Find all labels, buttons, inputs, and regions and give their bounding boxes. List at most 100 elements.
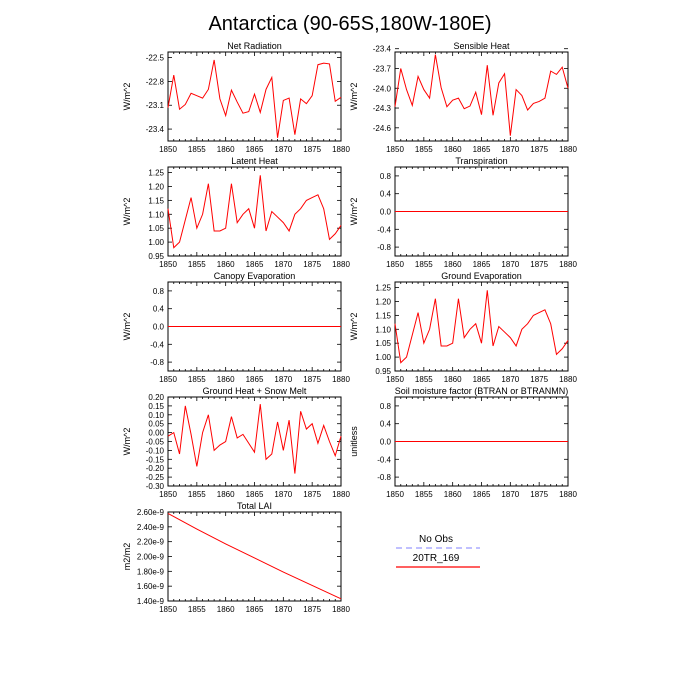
y-tick-label: -0.15 [146,455,165,464]
x-tick-label: 1880 [559,490,577,499]
x-tick-label: 1870 [501,490,519,499]
panel-title: Latent Heat [231,156,278,166]
y-tick-label: 1.00 [375,353,391,362]
x-tick-label: 1855 [415,145,433,154]
y-tick-label: 0.4 [380,420,392,429]
x-tick-label: 1850 [386,490,404,499]
series-line [167,513,342,600]
y-tick-label: -23.7 [373,64,392,73]
x-tick-label: 1860 [217,375,235,384]
x-tick-label: 1855 [188,145,206,154]
y-tick-label: 1.15 [148,196,164,205]
y-tick-label: 0.4 [153,305,165,314]
y-tick-label: 1.40e-9 [137,597,165,606]
x-tick-label: 1880 [332,145,350,154]
x-tick-label: 1850 [386,145,404,154]
series-line [167,59,342,138]
panel-title: Ground Heat + Snow Melt [203,386,307,396]
legend: No Obs 20TR_169 [396,534,480,568]
x-tick-label: 1865 [246,375,264,384]
y-tick-label: -0.05 [146,438,165,447]
plot-frame [167,511,342,602]
x-tick-label: 1850 [159,375,177,384]
y-tick-label: -0.8 [377,243,391,252]
x-tick-label: 1855 [415,490,433,499]
y-tick-label: 0.8 [380,172,392,181]
y-tick-label: 1.20 [148,182,164,191]
x-tick-label: 1880 [559,145,577,154]
panel-title: Sensible Heat [453,41,510,51]
y-axis-label: m2/m2 [122,543,132,571]
panel-title: Transpiration [455,156,507,166]
y-tick-label: 0.0 [153,323,165,332]
y-tick-label: 0.0 [380,438,392,447]
plot-frame [394,51,569,142]
y-tick-label: 0.05 [148,420,164,429]
legend-label-20tr-169: 20TR_169 [413,553,460,564]
x-tick-label: 1875 [303,260,321,269]
figure-title: Antarctica (90-65S,180W-180E) [208,13,491,35]
x-tick-label: 1870 [274,145,292,154]
x-tick-label: 1870 [274,375,292,384]
y-tick-label: -24.3 [373,104,392,113]
legend-label-no-obs: No Obs [419,534,453,545]
x-tick-label: 1860 [444,375,462,384]
y-tick-label: -24.0 [373,84,392,93]
y-tick-label: 2.40e-9 [137,523,165,532]
x-tick-label: 1875 [303,605,321,614]
panel-8: Total LAI m2/m2 1850 1855 1860 1865 1870 1875 18… [122,501,350,614]
panel-5: Ground Evaporation W/m^2 1850 1855 1860 1865 1… [349,271,577,384]
x-tick-label: 1860 [444,260,462,269]
x-tick-label: 1865 [246,145,264,154]
x-tick-label: 1865 [473,375,491,384]
x-tick-label: 1875 [303,490,321,499]
panel-title: Canopy Evaporation [214,271,296,281]
y-tick-label: 1.20 [375,297,391,306]
series-line [167,175,342,249]
y-tick-label: 1.00 [148,238,164,247]
y-tick-label: 1.10 [375,325,391,334]
x-tick-label: 1875 [530,260,548,269]
y-tick-label: -24.6 [373,124,392,133]
x-tick-label: 1875 [303,145,321,154]
y-tick-label: 1.05 [148,224,164,233]
panel-4: Canopy Evaporation W/m^2 1850 1855 1860 1865 1… [122,271,350,384]
y-tick-label: 0.8 [380,402,392,411]
y-tick-label: 0.95 [375,367,391,376]
y-axis-label: W/m^2 [122,313,132,341]
y-tick-label: 2.00e-9 [137,553,165,562]
y-tick-label: -0.8 [377,473,391,482]
x-tick-label: 1865 [473,260,491,269]
y-tick-label: -23.4 [146,125,165,134]
x-tick-label: 1855 [188,375,206,384]
panel-1: Sensible Heat W/m^2 1850 1855 1860 1865 1870 18… [349,41,577,154]
y-axis-label: W/m^2 [349,83,359,111]
x-tick-label: 1850 [159,605,177,614]
series-line [394,290,569,364]
y-tick-label: 0.4 [380,190,392,199]
y-tick-label: 0.00 [148,429,164,438]
panel-title: Soil moisture factor (BTRAN or BTRANMN) [395,386,569,396]
y-tick-label: -0.4 [150,340,164,349]
series-line [394,54,569,136]
y-tick-label: -22.5 [146,54,165,63]
x-tick-label: 1850 [386,375,404,384]
y-tick-label: 0.8 [153,287,165,296]
y-tick-label: 1.25 [375,284,391,293]
x-tick-label: 1855 [415,260,433,269]
y-axis-label: W/m^2 [122,428,132,456]
x-tick-label: 1870 [501,260,519,269]
y-tick-label: 1.80e-9 [137,567,165,576]
y-tick-label: 0.0 [380,208,392,217]
y-axis-label: W/m^2 [349,198,359,226]
y-tick-label: 0.10 [148,411,164,420]
x-tick-label: 1860 [444,490,462,499]
y-tick-label: -0.20 [146,464,165,473]
x-tick-label: 1880 [332,375,350,384]
x-tick-label: 1865 [246,490,264,499]
x-tick-label: 1875 [530,490,548,499]
x-tick-label: 1865 [246,605,264,614]
x-tick-label: 1870 [501,375,519,384]
x-tick-label: 1855 [188,490,206,499]
x-tick-label: 1880 [332,605,350,614]
